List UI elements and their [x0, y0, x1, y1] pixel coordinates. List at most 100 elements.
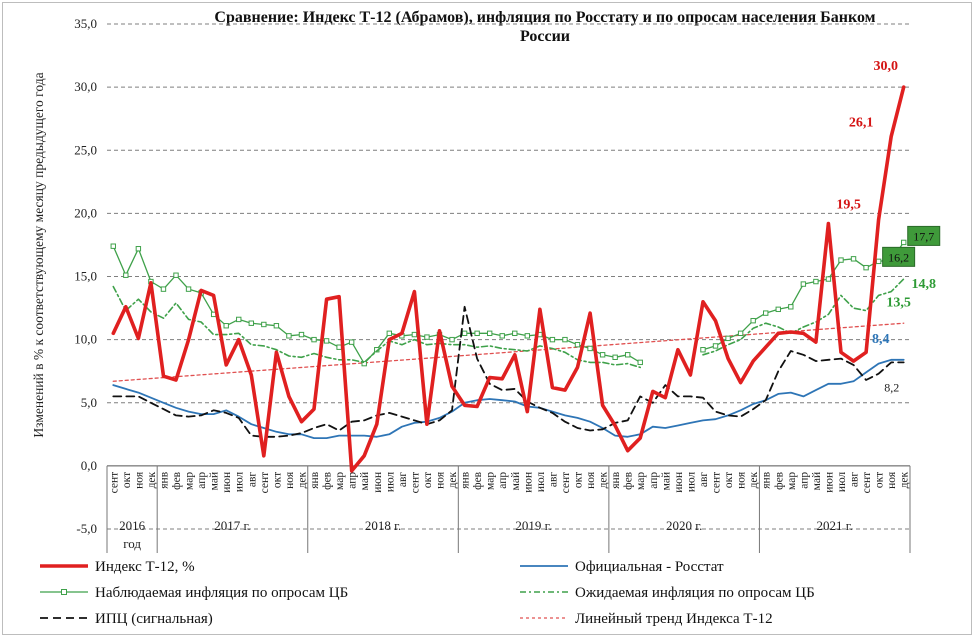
- series-marker: [524, 333, 531, 339]
- year-group-label: 2021 г.: [817, 518, 853, 533]
- data-label: 26,1: [849, 115, 874, 130]
- series-marker: [788, 304, 794, 310]
- x-tick-label: май: [359, 472, 371, 490]
- series-marker: [323, 338, 330, 344]
- series-marker: [336, 344, 342, 350]
- series-marker: [700, 347, 706, 353]
- x-tick-label: мар: [485, 472, 497, 490]
- x-tick-label: июл: [234, 472, 246, 492]
- legend-marker: [61, 589, 67, 595]
- x-tick-label: ноя: [736, 471, 748, 489]
- series-marker: [624, 352, 631, 358]
- x-tick-label: мар: [184, 472, 196, 490]
- y-tick-label: -5,0: [76, 521, 97, 536]
- series-marker: [311, 336, 317, 343]
- y-tick-label: 20,0: [74, 205, 97, 220]
- x-tick-label: дек: [146, 471, 158, 488]
- x-tick-label: июн: [673, 472, 685, 493]
- x-tick-labels: сент окт ноя дек янв фев мар апр май июн июл авг сен…: [108, 471, 910, 493]
- x-tick-label: июл: [384, 472, 396, 492]
- x-tick-label: апр: [798, 472, 810, 489]
- data-label: 17,7: [913, 229, 934, 243]
- series-line: [112, 322, 905, 382]
- x-tick-label: май: [510, 472, 522, 490]
- series-marker: [286, 333, 292, 339]
- x-tick-label: ноя: [886, 471, 898, 489]
- x-tick-label: окт: [121, 472, 133, 488]
- y-tick-label: 30,0: [74, 79, 97, 94]
- legend-label: Наблюдаемая инфляция по опросам ЦБ: [95, 585, 348, 601]
- legend-label: Линейный тренд Индекса Т-12: [575, 611, 773, 627]
- series-marker: [637, 359, 643, 366]
- y-tick-labels: -5,0 0,0 5,0 10,0 15,0 20,0 25,0 30,0 35,0: [74, 16, 97, 536]
- x-tick-label: мар: [635, 472, 647, 490]
- x-tick-label: янв: [158, 471, 170, 488]
- year-group-label: 2019 г.: [515, 518, 551, 533]
- series-marker: [185, 286, 192, 292]
- x-tick-label: мар: [786, 472, 798, 490]
- x-tick-label: дек: [899, 471, 911, 488]
- x-tick-label: окт: [422, 472, 434, 488]
- chart-title-line-1: Сравнение: Индекс Т-12 (Абрамов), инфляц…: [214, 9, 875, 26]
- x-tick-label: июл: [685, 472, 697, 492]
- x-tick-label: май: [811, 472, 823, 490]
- x-tick-label: янв: [610, 471, 622, 488]
- x-tick-label: май: [660, 472, 672, 490]
- y-axis-label: Изменений в % к соответствующему месяцу …: [31, 72, 46, 437]
- x-tick-label: дек: [598, 471, 610, 488]
- data-label: 30,0: [873, 59, 898, 74]
- series-marker: [813, 278, 819, 285]
- x-tick-label: авг: [397, 472, 409, 488]
- x-tick-label: апр: [648, 472, 660, 489]
- data-label: 8,4: [872, 332, 890, 347]
- x-tick-label: июн: [221, 472, 233, 493]
- series-marker: [587, 345, 593, 352]
- year-group-label: 2017 г.: [214, 518, 250, 533]
- x-tick-label: сент: [409, 472, 421, 494]
- grid-lines: [107, 23, 910, 530]
- series-marker: [863, 264, 869, 271]
- year-groups: 2016 год 2017 г. 2018 г. 2019 г. 2020 г. 2021 …: [106, 465, 911, 553]
- series-marker: [135, 246, 142, 252]
- series-marker: [499, 333, 505, 339]
- x-tick-label: дек: [748, 471, 760, 488]
- x-tick-label: сент: [259, 472, 271, 494]
- legend-label: ИПЦ (сигнальная): [95, 611, 213, 627]
- legend-label: Ожидаемая инфляция по опросам ЦБ: [575, 585, 815, 601]
- x-tick-label: ноя: [133, 471, 145, 489]
- series-marker: [160, 286, 167, 292]
- series-marker: [348, 339, 355, 345]
- x-tick-label: май: [209, 472, 221, 490]
- series-marker: [775, 306, 781, 313]
- x-tick-label: ноя: [434, 471, 446, 489]
- x-tick-label: июл: [836, 472, 848, 492]
- x-tick-label: авг: [547, 472, 559, 488]
- series-marker: [110, 243, 116, 249]
- legend: Индекс Т-12, % Официальная - Росстат Наблю…: [40, 559, 815, 627]
- x-tick-label: сент: [711, 472, 723, 494]
- series-marker: [800, 281, 807, 287]
- data-label: 16,2: [888, 250, 909, 264]
- series-marker: [901, 239, 907, 246]
- x-tick-label: сент: [861, 472, 873, 494]
- series-marker: [512, 330, 518, 337]
- series-marker: [173, 272, 179, 278]
- x-tick-label: сент: [108, 472, 120, 494]
- data-label: 8,2: [884, 380, 899, 394]
- y-tick-label: 25,0: [74, 142, 97, 157]
- data-label-box: [907, 225, 941, 246]
- x-tick-label: июл: [535, 472, 547, 492]
- x-tick-label: фев: [171, 471, 183, 490]
- series-marker: [236, 316, 242, 323]
- x-tick-label: янв: [460, 471, 472, 488]
- series-marker: [725, 335, 731, 342]
- series-marker: [486, 330, 493, 337]
- series-marker: [612, 354, 618, 361]
- x-tick-label: ноя: [585, 471, 597, 489]
- y-tick-label: 35,0: [74, 16, 97, 31]
- series-marker: [574, 341, 581, 348]
- year-group-label-2: год: [123, 536, 141, 551]
- series-marker: [562, 336, 568, 343]
- x-tick-label: июн: [372, 472, 384, 493]
